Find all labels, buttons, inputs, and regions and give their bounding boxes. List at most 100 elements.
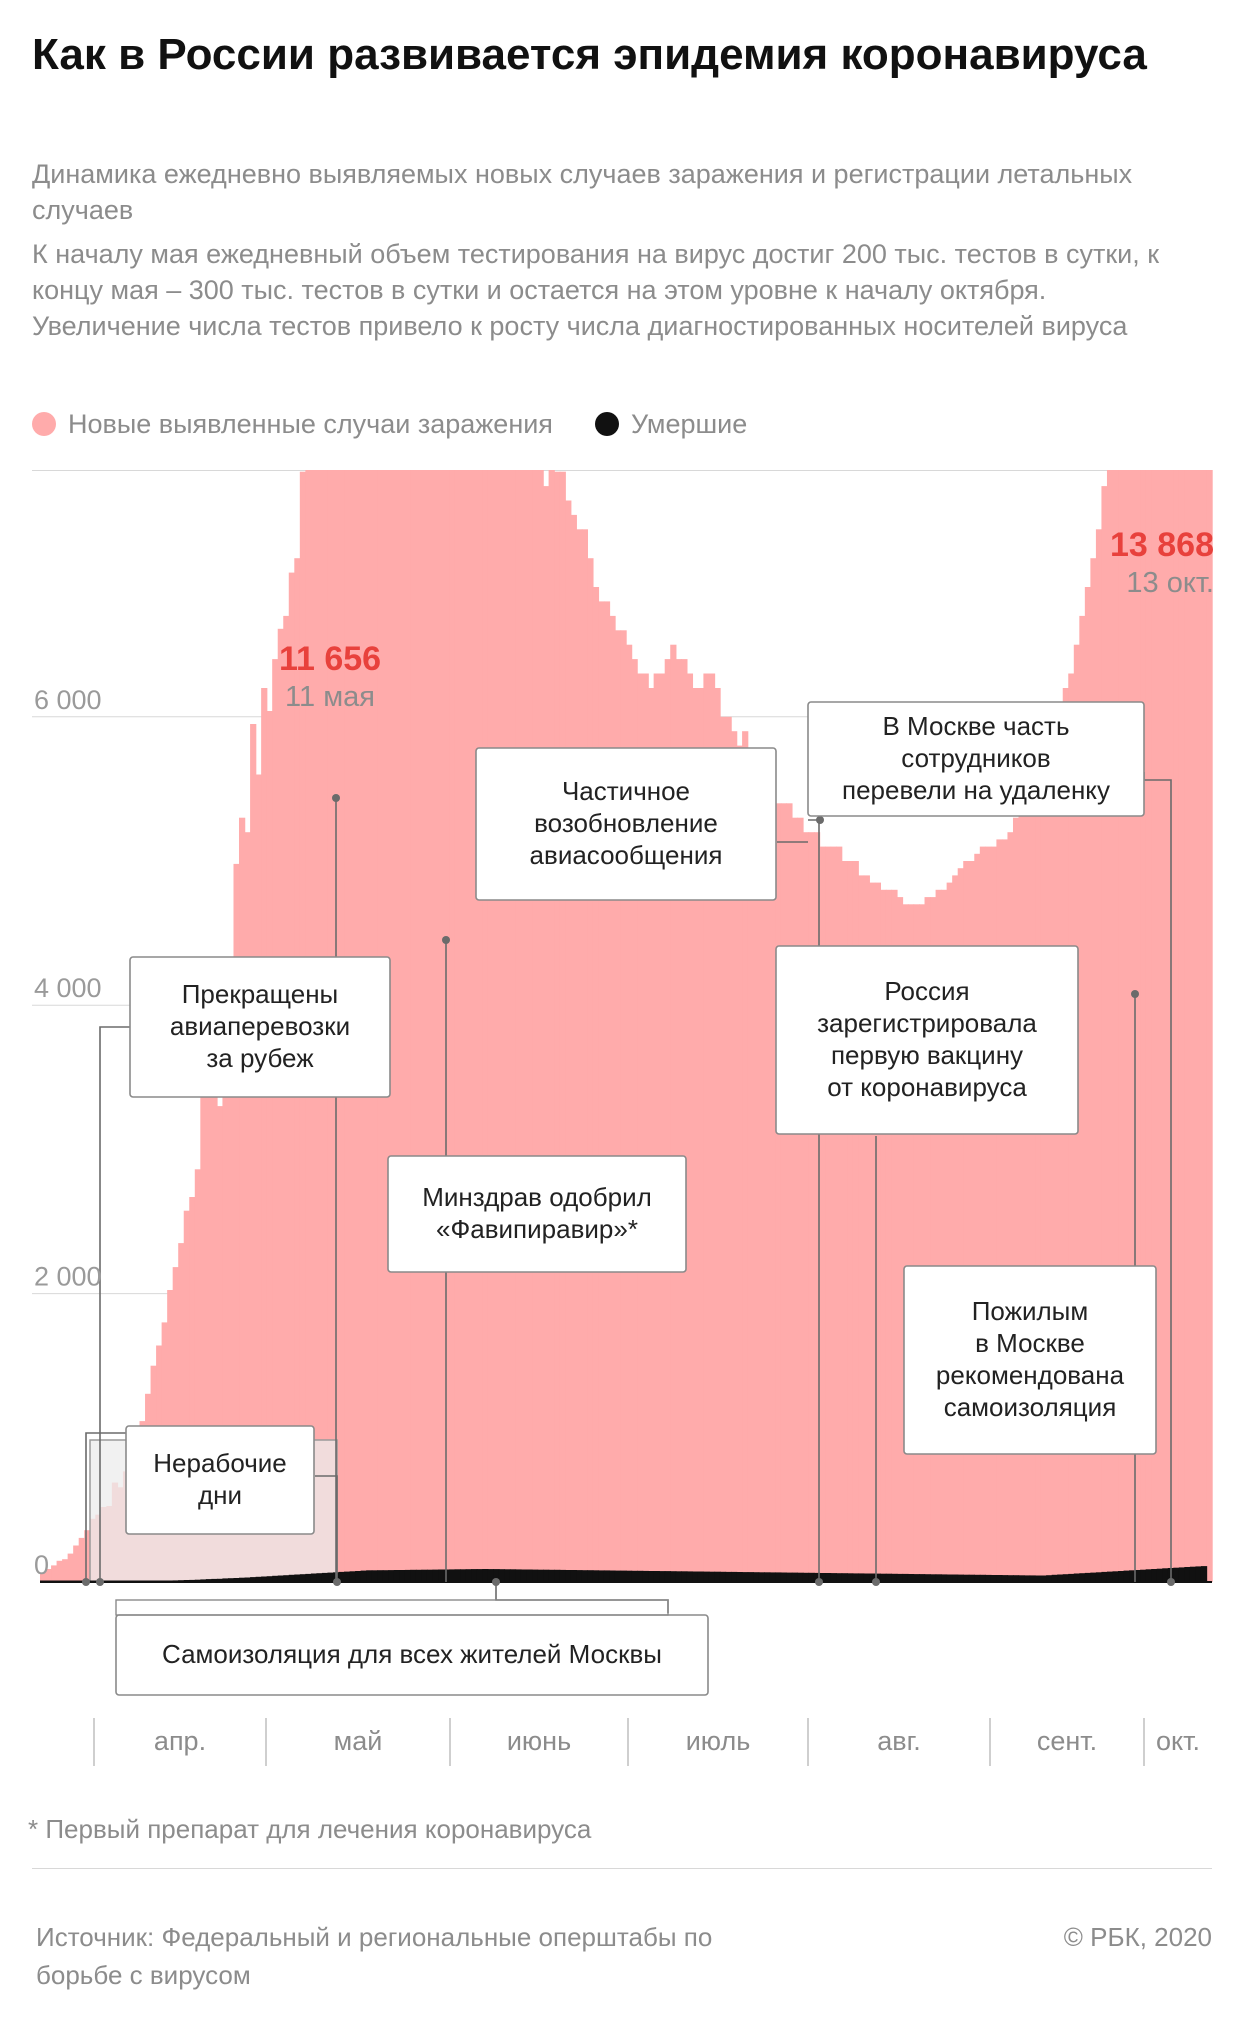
death-bar — [504, 1569, 511, 1582]
case-bar — [587, 558, 594, 1582]
case-bar — [415, 470, 423, 1583]
case-bar — [1007, 832, 1014, 1582]
case-bar — [858, 875, 865, 1582]
death-bar — [393, 1570, 401, 1582]
death-bar — [532, 1569, 539, 1582]
death-bar — [664, 1571, 671, 1582]
death-bar — [1079, 1573, 1086, 1582]
annotation-line: самоизоляция — [944, 1392, 1117, 1422]
annotation-text: Прекращены авиаперевозки за рубеж — [170, 979, 350, 1073]
case-bar — [1106, 470, 1114, 1582]
death-bar — [1062, 1574, 1069, 1582]
death-bar — [1151, 1569, 1158, 1582]
death-bar — [874, 1573, 881, 1582]
case-bar — [1029, 774, 1036, 1582]
death-bar — [1046, 1575, 1053, 1582]
case-bar — [825, 846, 832, 1582]
case-bar — [227, 995, 235, 1582]
death-bar — [858, 1573, 865, 1582]
case-bar — [1018, 803, 1025, 1582]
annotation-line: сотрудников — [901, 743, 1050, 773]
case-bar — [907, 904, 915, 1582]
death-bar — [1040, 1575, 1047, 1582]
annotation-box-frame — [775, 945, 1079, 1135]
annotation-dot — [1167, 1578, 1175, 1586]
legend-label-deaths: Умершие — [630, 408, 748, 439]
case-bar — [1012, 817, 1020, 1582]
death-bar — [576, 1570, 583, 1582]
death-bar — [1029, 1575, 1036, 1582]
death-bar — [968, 1574, 975, 1582]
death-bar — [570, 1570, 577, 1582]
case-bar — [836, 846, 843, 1582]
case-bar — [1184, 470, 1191, 1582]
death-bar — [421, 1569, 428, 1582]
case-bar — [1001, 839, 1009, 1582]
legend-item-cases: Новые выявленные случаи заражения — [32, 409, 553, 440]
case-bar — [979, 846, 987, 1582]
annotation-dot — [333, 1578, 341, 1586]
death-bar — [626, 1570, 633, 1582]
death-bar — [371, 1570, 378, 1582]
case-bar — [1151, 470, 1158, 1583]
case-bar — [255, 774, 262, 1582]
case-bar — [841, 861, 848, 1582]
case-bar — [393, 470, 401, 1582]
case-bar — [244, 832, 251, 1582]
copyright: © РБК, 2020 — [1063, 1922, 1212, 1952]
death-bar — [454, 1569, 461, 1582]
case-bar — [283, 615, 290, 1582]
case-bar — [913, 904, 920, 1582]
death-bar — [825, 1573, 832, 1582]
death-bar — [731, 1571, 738, 1582]
annotation-text: Частичное возобновление авиасообщения — [530, 776, 723, 870]
case-bar — [941, 889, 948, 1582]
case-bar — [935, 889, 942, 1582]
case-bar — [78, 1537, 85, 1582]
death-bar — [327, 1572, 334, 1582]
case-bar — [930, 897, 937, 1582]
death-bar — [758, 1572, 765, 1583]
legend: Новые выявленные случаи заражения Умерши… — [32, 404, 789, 444]
annotation-line: зарегистрировала — [817, 1008, 1037, 1038]
death-bar — [648, 1571, 655, 1583]
case-bar — [1090, 558, 1097, 1582]
case-bar — [802, 832, 810, 1582]
case-bar — [56, 1560, 63, 1582]
case-bar — [874, 882, 881, 1582]
death-bar — [670, 1571, 677, 1582]
page-title: Как в России развивается эпидемия корона… — [32, 30, 1147, 79]
death-bar — [377, 1570, 384, 1582]
case-bar — [239, 817, 246, 1582]
case-bar — [775, 803, 782, 1582]
death-bar — [244, 1577, 251, 1582]
death-bar — [1012, 1575, 1020, 1582]
annotation-dot — [442, 936, 450, 944]
death-bar — [515, 1569, 522, 1582]
case-bar — [84, 1530, 91, 1582]
annotation-box: Нерабочие дни — [125, 1425, 315, 1535]
case-bar — [565, 500, 572, 1582]
death-bar — [819, 1573, 826, 1582]
death-bar — [565, 1570, 572, 1582]
death-bar — [205, 1579, 213, 1582]
death-bar — [896, 1573, 904, 1582]
case-bar — [1195, 470, 1202, 1582]
death-bar — [388, 1570, 395, 1582]
death-bar — [974, 1574, 981, 1582]
death-bar — [1184, 1567, 1191, 1582]
annotation-text: Пожилым в Москве рекомендована самоизоляция — [936, 1296, 1125, 1422]
death-bar — [277, 1575, 284, 1582]
death-bar — [631, 1570, 638, 1582]
case-bar — [449, 470, 456, 1582]
death-bar — [1018, 1575, 1025, 1582]
peak-value-label: 11 656 — [279, 640, 381, 678]
death-bar — [305, 1573, 312, 1582]
case-bar — [40, 1572, 47, 1582]
annotation-line: дни — [198, 1480, 242, 1510]
case-bar — [250, 724, 257, 1582]
annotation-line: «Фавипиравир»* — [436, 1214, 638, 1244]
death-bar — [935, 1574, 942, 1582]
case-bar — [869, 882, 876, 1582]
annotation-line: Минздрав одобрил — [422, 1182, 652, 1212]
